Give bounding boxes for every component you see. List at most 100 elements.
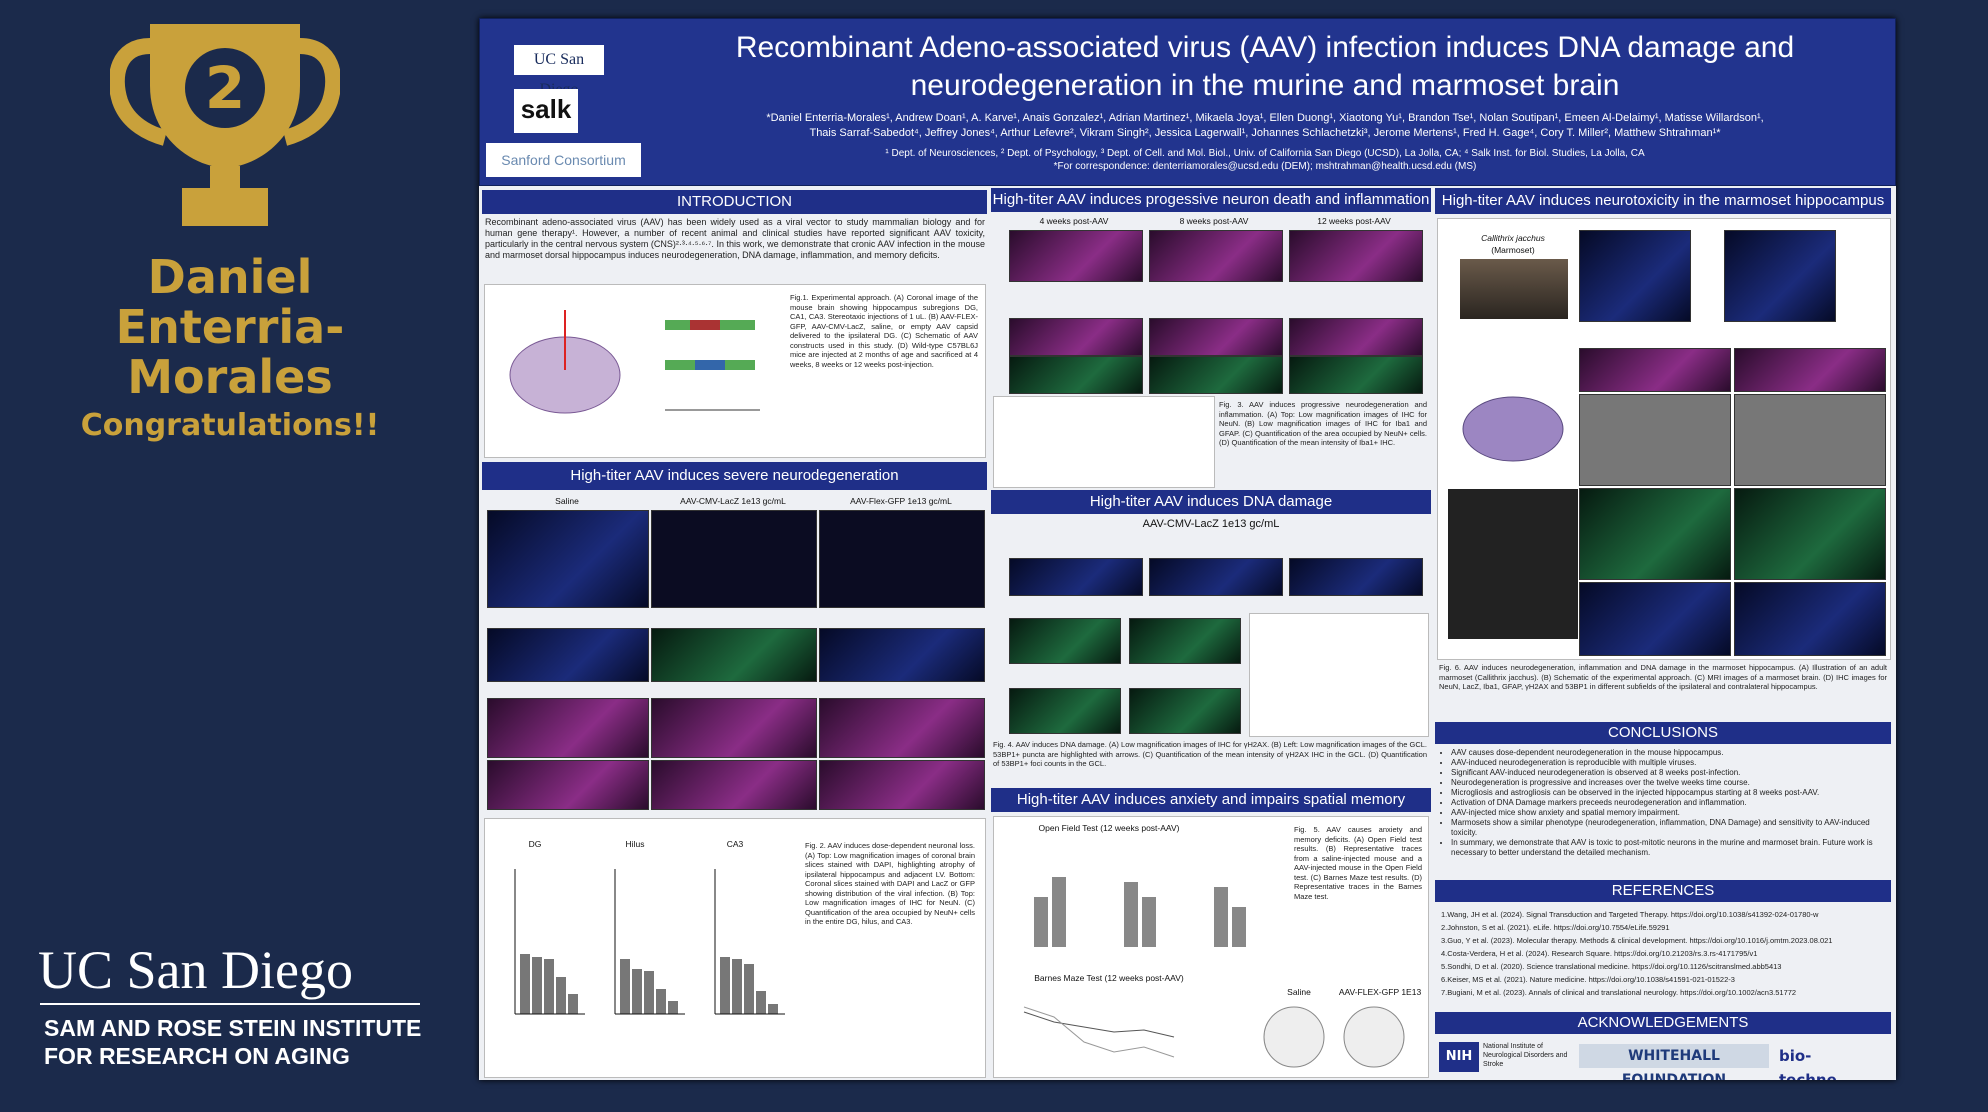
species-name: Callithrix jacchus xyxy=(1481,233,1545,243)
image-panel xyxy=(1009,618,1121,664)
image-panel xyxy=(1734,394,1886,486)
trophy-icon: 2 xyxy=(110,24,340,226)
logo-ucsd: UC San Diego xyxy=(514,45,604,98)
image-panel xyxy=(819,698,985,758)
conclusion-item: Marmosets show a similar phenotype (neur… xyxy=(1451,818,1896,838)
image-panel xyxy=(1579,348,1731,392)
ucsd-logo: UC San Diego xyxy=(38,940,353,1000)
figure-5: Open Field Test (12 weeks post-AAV) Barn… xyxy=(993,816,1429,1078)
marmoset-photo xyxy=(1460,259,1568,319)
image-panel xyxy=(1579,582,1731,656)
image-panel xyxy=(1009,688,1121,734)
section-heading: High-titer AAV induces DNA damage xyxy=(991,490,1431,514)
maze-sketch xyxy=(1263,1006,1405,1068)
brain-schematic xyxy=(1462,396,1564,462)
conclusion-item: AAV causes dose-dependent neurodegenerat… xyxy=(1451,748,1896,758)
image-panel xyxy=(1149,230,1283,282)
section-heading: INTRODUCTION xyxy=(482,190,987,214)
mri-images xyxy=(1448,489,1578,639)
logo-salk: salk xyxy=(514,89,578,133)
image-panel xyxy=(1149,558,1283,596)
reference-item: 2.Johnston, S et al. (2021). eLife. http… xyxy=(1441,923,1670,932)
sponsor-logo: bio-techne xyxy=(1779,1047,1837,1080)
graph-sketch xyxy=(1034,877,1246,947)
figure-3-graphs xyxy=(993,396,1215,488)
image-panel xyxy=(819,760,985,810)
timepoint-label: 4 weeks post-AAV xyxy=(1039,216,1109,226)
image-panel xyxy=(1734,582,1886,656)
congratulations: Congratulations!! xyxy=(80,408,380,443)
image-panel xyxy=(1009,558,1143,596)
image-panel xyxy=(487,628,649,682)
figure-caption: Fig. 2. AAV induces dose-dependent neuro… xyxy=(805,841,975,926)
section-heading: High-titer AAV induces severe neurodegen… xyxy=(482,462,987,490)
conclusion-item: Neurodegeneration is progressive and inc… xyxy=(1451,778,1896,788)
reference-item: 3.Guo, Y et al. (2023). Molecular therap… xyxy=(1441,936,1833,945)
poster-title: Recombinant Adeno-associated virus (AAV)… xyxy=(650,29,1880,105)
title-line: neurodegeneration in the murine and marm… xyxy=(910,69,1620,102)
image-panel xyxy=(651,760,817,810)
image-panel xyxy=(651,628,817,682)
reference-item: 6.Keiser, MS et al. (2021). Nature medic… xyxy=(1441,975,1735,984)
image-panel xyxy=(1009,318,1143,356)
region-label: Hilus xyxy=(625,839,645,849)
figure-caption: Fig. 4. AAV induces DNA damage. (A) Low … xyxy=(993,740,1427,768)
figure-caption: Fig. 6. AAV induces neurodegeneration, i… xyxy=(1439,663,1887,691)
trace-label: AAV-FLEX-GFP 1E13 xyxy=(1338,987,1422,997)
conclusions-list: AAV causes dose-dependent neurodegenerat… xyxy=(1437,748,1896,858)
graph-sketch xyxy=(1023,1006,1175,1058)
image-panel xyxy=(1009,230,1143,282)
condition-label: AAV-CMV-LacZ 1e13 gc/mL xyxy=(680,496,786,506)
common-name: (Marmoset) xyxy=(1491,245,1535,255)
image-panel xyxy=(1009,356,1143,394)
conclusion-item: AAV-injected mice show anxiety and spati… xyxy=(1451,808,1896,818)
image-panel xyxy=(1129,618,1241,664)
region-label: DG xyxy=(528,839,542,849)
section-heading: CONCLUSIONS xyxy=(1435,722,1891,744)
construct-schematic xyxy=(665,320,760,411)
conclusion-item: Microgliosis and astrogliosis can be obs… xyxy=(1451,788,1896,798)
sponsor-logo: NIH xyxy=(1439,1042,1479,1072)
place-number: 2 xyxy=(205,54,245,122)
brain-schematic xyxy=(509,310,621,414)
reference-item: 4.Costa-Verdera, H et al. (2024). Resear… xyxy=(1441,949,1758,958)
poster-photo: Recombinant Adeno-associated virus (AAV)… xyxy=(479,18,1896,1080)
reference-item: 5.Sondhi, D et al. (2020). Science trans… xyxy=(1441,962,1782,971)
sponsor-logo: WHITEHALL FOUNDATION xyxy=(1579,1044,1769,1080)
figure-2-graphs: DG Hilus CA3 Fig. 2. AAV induces dose-de… xyxy=(484,818,986,1078)
section-heading: High-titer AAV induces neurotoxicity in … xyxy=(1435,188,1891,214)
conclusion-item: AAV-induced neurodegeneration is reprodu… xyxy=(1451,758,1896,768)
image-panel xyxy=(651,698,817,758)
poster-header: Recombinant Adeno-associated virus (AAV)… xyxy=(479,18,1896,186)
author-line: *Daniel Enterria-Morales¹, Andrew Doan¹,… xyxy=(766,112,1764,124)
image-panel xyxy=(487,510,649,608)
affiliation-line: ¹ Dept. of Neurosciences, ² Dept. of Psy… xyxy=(885,148,1645,159)
timepoint-label: 8 weeks post-AAV xyxy=(1179,216,1249,226)
institute-line: FOR RESEARCH ON AGING xyxy=(44,1043,350,1069)
test-label: Barnes Maze Test (12 weeks post-AAV) xyxy=(1034,973,1184,983)
winner-name-line: Daniel Enterria- xyxy=(115,250,345,354)
sponsor-logo: National Institute of Neurological Disor… xyxy=(1483,1043,1568,1068)
trace-label: Saline xyxy=(1287,987,1311,997)
figure-caption: Fig. 3. AAV induces progressive neurodeg… xyxy=(1219,400,1427,447)
condition-label: Saline xyxy=(555,496,579,506)
winner-name: Daniel Enterria- Morales xyxy=(30,252,430,402)
conclusion-item: Activation of DNA Damage markers preceed… xyxy=(1451,798,1896,808)
image-panel xyxy=(1149,356,1283,394)
institute-name: SAM AND ROSE STEIN INSTITUTE FOR RESEARC… xyxy=(44,1014,421,1070)
intro-text: Recombinant adeno-associated virus (AAV)… xyxy=(485,217,985,260)
region-label: CA3 xyxy=(726,839,744,849)
image-panel xyxy=(819,628,985,682)
references-list: 1.Wang, JH et al. (2024). Signal Transdu… xyxy=(1441,908,1887,999)
image-panel xyxy=(1149,318,1283,356)
title-line: Recombinant Adeno-associated virus (AAV)… xyxy=(735,31,1795,64)
image-panel xyxy=(1129,688,1241,734)
authors: *Daniel Enterria-Morales¹, Andrew Doan¹,… xyxy=(650,111,1880,141)
figure-1: Fig.1. Experimental approach. (A) Corona… xyxy=(484,284,986,458)
image-panel xyxy=(819,510,985,608)
affiliations: ¹ Dept. of Neurosciences, ² Dept. of Psy… xyxy=(650,147,1880,173)
condition-label: AAV-Flex-GFP 1e13 gc/mL xyxy=(850,496,952,506)
affiliation-line: *For correspondence: denterriamorales@uc… xyxy=(1053,161,1477,172)
author-line: Thais Sarraf-Sabedot⁴, Jeffrey Jones⁴, A… xyxy=(809,127,1721,139)
image-panel xyxy=(1734,348,1886,392)
